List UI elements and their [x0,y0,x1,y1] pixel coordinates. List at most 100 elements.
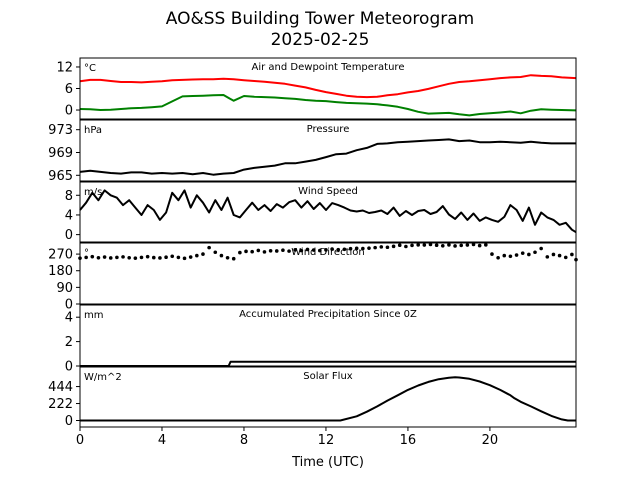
series-points [78,242,578,262]
data-point [145,254,150,259]
x-tick-label: 8 [240,433,248,448]
figure-date: 2025-02-25 [271,30,370,50]
data-point [422,243,427,247]
y-tick-label: 12 [56,60,73,75]
data-point [311,248,316,252]
y-tick-label: 4 [65,208,73,223]
data-point [570,252,574,257]
data-point [201,252,205,256]
y-tick-label: 270 [48,248,73,263]
y-tick-label: 0 [65,414,73,429]
data-point [225,255,230,260]
data-point [262,250,267,254]
y-tick-label: 8 [65,189,73,204]
panel-title: Wind Direction [291,247,365,258]
series-line-1 [80,376,576,422]
data-point [361,246,365,251]
data-point [502,253,507,258]
data-point [465,243,470,247]
data-point [287,249,291,253]
y-tick-label: 969 [48,146,73,161]
data-point [539,246,543,251]
data-point [397,243,402,248]
data-point [195,253,199,258]
data-point [256,248,261,253]
data-point [158,256,162,260]
x-tick-label: 12 [318,433,335,448]
data-point [268,248,273,253]
data-point [342,247,347,252]
data-point [514,253,519,257]
y-tick-label: 965 [48,169,73,184]
data-point [108,256,113,260]
unit-label: m/s [84,187,102,198]
data-point [219,253,224,258]
panel-frame [79,304,577,367]
data-point [545,255,550,259]
panel-frame [79,242,577,305]
panel-title: Solar Flux [303,371,353,382]
data-point [527,252,531,257]
data-point [440,243,445,248]
data-point [557,253,562,258]
data-point [139,255,144,260]
y-tick-label: 0 [65,228,73,243]
panel-title: Air and Dewpoint Temperature [252,62,405,73]
series-line-1 [79,189,577,234]
y-tick-label: 4 [65,311,73,326]
data-point [213,250,218,255]
data-point [133,256,138,260]
data-point [330,247,334,251]
data-point [164,255,168,260]
y-tick-label: 0 [65,104,73,119]
data-point [121,255,125,259]
data-point [299,248,304,253]
data-point [533,250,537,255]
data-point [102,255,107,259]
data-point [551,252,556,257]
series-line-1 [80,360,576,367]
data-point [508,254,513,259]
unit-label: mm [84,310,103,321]
data-point [324,248,328,252]
data-point [96,255,101,260]
data-point [459,243,464,248]
data-point [477,243,482,248]
data-point [373,245,377,250]
data-point [115,255,119,260]
data-point [250,249,254,254]
data-point [231,256,236,261]
y-tick-label: 0 [65,360,73,375]
x-tick-label: 4 [158,433,166,448]
data-point [367,246,371,250]
data-point [176,255,181,260]
panel-frame [79,366,577,428]
y-tick-label: 222 [48,397,73,412]
panel-title: Wind Speed [298,186,358,197]
x-axis-label: Time (UTC) [291,455,364,470]
x-axis: 0 4 8 12 16 20 [76,427,498,448]
data-point [188,255,193,259]
y-tick-label: 6 [65,82,73,97]
data-point [170,254,175,259]
panel-frame [79,119,577,182]
data-point [274,249,279,253]
data-point [416,243,420,247]
panel-air-and-dewpoint-temperature: 0 6 12 °C Air and Dewpoint Temperature [56,57,577,120]
data-point [238,250,242,255]
series-line-2 [79,94,577,117]
series-line-1 [79,74,577,99]
data-point [127,255,131,260]
panel-solar-flux: 0 222 444 W/m^2 Solar Flux [48,366,577,429]
data-point [428,242,433,247]
data-point [90,254,95,259]
data-point [84,255,88,260]
panel-pressure: 965 969 973 hPa Pressure [48,119,577,184]
data-point [410,243,414,248]
panel-wind-speed: 0 4 8 m/s Wind Speed [65,181,577,243]
panel-title: Pressure [307,124,350,135]
data-point [447,243,451,247]
data-point [379,245,384,249]
